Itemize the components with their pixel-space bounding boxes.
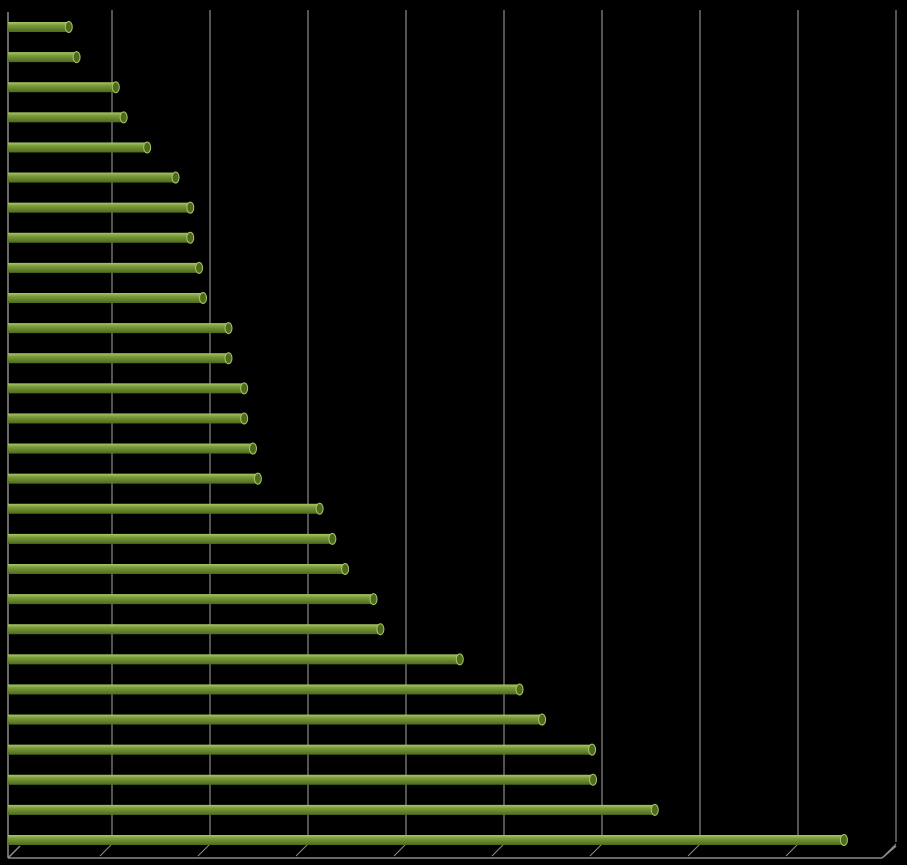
bar-body <box>8 112 124 123</box>
bar-cap <box>249 442 257 455</box>
bar <box>8 532 337 545</box>
bar-cap <box>588 743 597 756</box>
bar <box>8 292 208 304</box>
bar-body <box>8 564 346 574</box>
bar-body <box>8 624 381 635</box>
bar-body <box>8 774 594 785</box>
bar <box>8 653 464 666</box>
bar <box>8 51 81 64</box>
bar-body <box>8 323 229 334</box>
bar <box>8 593 378 606</box>
bar-cap <box>240 412 249 425</box>
bar <box>8 623 385 636</box>
bar-body <box>8 503 320 514</box>
bar <box>8 502 324 515</box>
bar <box>8 201 195 214</box>
bar <box>8 834 848 846</box>
bar-body <box>8 684 520 695</box>
bar-cap <box>253 472 262 485</box>
bar-body <box>8 744 593 755</box>
bar <box>8 141 152 154</box>
bars <box>8 21 848 846</box>
bar <box>8 472 262 485</box>
bar-cap <box>186 231 195 244</box>
bar-cap <box>839 834 848 846</box>
gridline-floor-7 <box>687 843 701 857</box>
gridline-floor-8 <box>785 843 799 857</box>
bar <box>8 322 233 335</box>
bar <box>8 382 249 395</box>
bar-body <box>8 293 204 303</box>
bar-cap <box>186 201 195 214</box>
bar-cap <box>143 141 152 154</box>
bar-body <box>8 473 258 484</box>
bar-body <box>8 533 333 544</box>
bar <box>8 773 598 786</box>
bar <box>8 743 597 756</box>
bar-body <box>8 202 191 213</box>
axes <box>7 12 897 859</box>
bar <box>8 563 350 575</box>
bar-cap <box>199 292 208 304</box>
bar <box>8 171 180 184</box>
gridline-floor-5 <box>491 843 505 857</box>
bar-cap <box>369 593 378 606</box>
bar-body <box>8 22 69 32</box>
bar-cap <box>315 502 324 515</box>
gridline-floor-3 <box>295 843 309 857</box>
bar-body <box>8 835 844 845</box>
bar-cap <box>376 623 385 636</box>
bar-cap <box>171 171 180 184</box>
bar <box>8 442 257 455</box>
bar-cap <box>328 532 337 545</box>
bar <box>8 111 128 124</box>
bar <box>8 412 249 425</box>
bar-cap <box>341 563 350 575</box>
bar <box>8 713 547 726</box>
bar-cap <box>119 111 128 124</box>
bar-cap <box>64 21 73 33</box>
bar-body <box>8 262 200 273</box>
bar-cap <box>240 382 249 395</box>
bar <box>8 81 120 94</box>
bar-body <box>8 714 543 725</box>
bar-body <box>8 413 245 424</box>
bar-body <box>8 142 148 153</box>
bar <box>8 231 195 244</box>
bar <box>8 352 233 365</box>
bar-cap <box>538 713 547 726</box>
gridline-floor-1 <box>99 843 113 857</box>
bar-cap <box>515 683 524 696</box>
bar <box>8 21 73 33</box>
bar <box>8 803 659 816</box>
bar-body <box>8 383 245 394</box>
bar-cap <box>111 81 120 94</box>
bar <box>8 683 524 696</box>
bar-body <box>8 172 176 183</box>
bar-body <box>8 353 229 364</box>
bar-body <box>8 232 191 243</box>
bar-cap <box>455 653 464 666</box>
x-axis-depth-edge <box>881 845 897 859</box>
gridline-floor-6 <box>589 843 603 857</box>
gridline-floor-2 <box>197 843 211 857</box>
bar-cap <box>589 773 598 786</box>
bar-cap <box>650 803 659 816</box>
bar-body <box>8 594 374 605</box>
gridlines <box>99 10 897 857</box>
origin-depth-edge <box>7 845 21 859</box>
bar-body <box>8 52 77 63</box>
bar-body <box>8 654 460 665</box>
bar-cap <box>195 261 204 274</box>
bar-body <box>8 82 116 93</box>
bar-body <box>8 804 655 815</box>
bar-cap <box>224 352 233 365</box>
gridline-floor-4 <box>393 843 407 857</box>
bar-body <box>8 443 253 454</box>
bar-cap <box>224 322 233 335</box>
bar-cap <box>72 51 81 64</box>
bar <box>8 261 204 274</box>
